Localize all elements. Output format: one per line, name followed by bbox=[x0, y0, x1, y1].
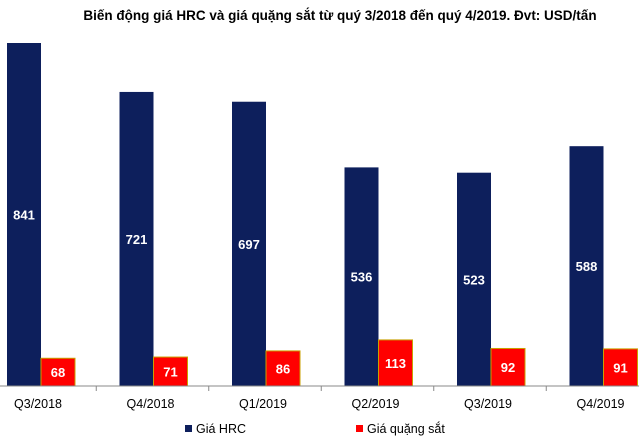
bar-iron-ore-Q4-2019 bbox=[603, 348, 638, 387]
bar-iron-ore-Q3-2018 bbox=[40, 357, 76, 387]
bar-hrc-Q4-2018 bbox=[119, 91, 154, 386]
data-label: 71 bbox=[163, 365, 177, 380]
data-label: 113 bbox=[385, 356, 406, 371]
data-label: 86 bbox=[276, 361, 290, 376]
data-label: 523 bbox=[463, 272, 485, 287]
x-tick-label: Q1/2019 bbox=[239, 397, 287, 411]
x-tick-label: Q4/2019 bbox=[577, 397, 625, 411]
bar-hrc-Q2-2019 bbox=[344, 167, 379, 386]
data-label: 588 bbox=[576, 259, 598, 274]
bar-hrc-Q3-2018 bbox=[7, 43, 41, 386]
x-tick-label: Q4/2018 bbox=[127, 397, 175, 411]
legend-swatch-hrc bbox=[185, 425, 192, 432]
bar-iron-ore-Q2-2019 bbox=[378, 339, 413, 387]
data-label: 68 bbox=[51, 365, 65, 380]
legend-swatch-iron-ore bbox=[356, 425, 363, 432]
data-label: 721 bbox=[126, 232, 148, 247]
data-label: 91 bbox=[613, 360, 627, 375]
x-tick-label: Q2/2019 bbox=[352, 397, 400, 411]
bar-hrc-Q1-2019 bbox=[232, 101, 266, 387]
legend-label-iron-ore: Giá quặng sắt bbox=[367, 421, 445, 436]
bar-iron-ore-Q4-2018 bbox=[153, 356, 188, 387]
legend-label-hrc: Giá HRC bbox=[196, 422, 246, 436]
data-label: 697 bbox=[238, 237, 260, 252]
legend: Giá HRC Giá quặng sắt bbox=[185, 421, 445, 436]
bar-hrc-Q3-2019 bbox=[457, 172, 491, 386]
data-label: 92 bbox=[501, 360, 515, 375]
bar-hrc-Q4-2019 bbox=[569, 146, 604, 386]
data-label: 536 bbox=[351, 270, 373, 285]
x-tick-label: Q3/2018 bbox=[14, 397, 62, 411]
x-tick-label: Q3/2019 bbox=[464, 397, 512, 411]
data-label: 841 bbox=[13, 208, 35, 223]
chart-title: Biến động giá HRC và giá quặng sắt từ qu… bbox=[83, 8, 596, 23]
